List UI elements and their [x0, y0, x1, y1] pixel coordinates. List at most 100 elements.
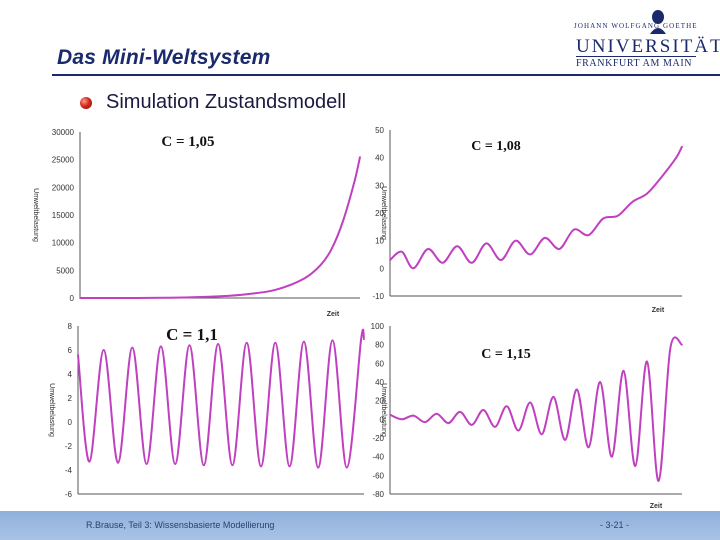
data-point — [447, 422, 450, 424]
data-point — [174, 463, 176, 465]
series-line — [77, 328, 365, 469]
data-point — [617, 215, 619, 217]
data-point — [342, 219, 345, 222]
data-point — [541, 433, 543, 436]
data-point — [359, 156, 361, 158]
chart-c115: 100 80 60 40 20 0 -20 -40 -60 -80 Umweltbelastung Z… — [371, 322, 683, 510]
y-tick-label: 20 — [375, 209, 384, 218]
y-tick-label: -40 — [372, 453, 384, 462]
data-point — [669, 347, 672, 350]
data-point — [529, 253, 531, 256]
data-point — [260, 465, 262, 468]
data-point — [188, 344, 191, 346]
y-tick-label: 80 — [375, 341, 384, 350]
data-point — [274, 342, 277, 344]
data-point — [544, 237, 546, 239]
chart-title: C = 1,15 — [481, 347, 531, 362]
y-tick-label: 15000 — [52, 211, 75, 220]
logo-sub-text: FRANKFURT AM MAIN — [576, 58, 693, 69]
data-point — [471, 262, 473, 264]
data-point — [681, 343, 683, 346]
data-point — [191, 296, 193, 299]
data-point — [427, 248, 429, 250]
logo-main-text: UNIVERSITÄT — [576, 36, 720, 57]
page-number: - 3-21 - — [600, 520, 630, 530]
data-point — [459, 411, 461, 413]
chart-title: C = 1,05 — [161, 134, 214, 150]
y-tick-label: 10 — [375, 237, 384, 246]
data-point — [288, 465, 291, 468]
data-point — [275, 288, 277, 291]
y-axis-label: Umweltbelastung — [380, 186, 387, 240]
y-tick-label: -4 — [65, 466, 73, 475]
data-point — [412, 414, 415, 417]
data-point — [587, 234, 590, 236]
data-point — [424, 421, 426, 423]
data-point — [203, 464, 205, 466]
data-point — [320, 264, 322, 266]
data-point — [219, 295, 221, 298]
data-point — [317, 466, 320, 469]
data-point — [217, 343, 219, 345]
data-point — [500, 259, 502, 261]
y-axis-label: Umweltbelastung — [32, 188, 39, 242]
y-tick-label: 60 — [375, 359, 384, 368]
data-point — [564, 439, 566, 441]
data-point — [482, 409, 485, 411]
data-point — [471, 424, 473, 426]
y-tick-label: 0 — [380, 415, 385, 424]
data-point — [145, 463, 148, 465]
data-point — [622, 370, 625, 372]
data-point — [107, 297, 109, 299]
y-tick-label: -6 — [65, 490, 73, 499]
data-point — [441, 262, 444, 264]
data-point — [117, 462, 119, 464]
series-line — [389, 146, 683, 270]
y-tick-label: 6 — [68, 346, 73, 355]
data-point — [456, 245, 458, 247]
data-point — [247, 293, 249, 295]
data-point — [631, 201, 634, 203]
x-axis-label: Zeit — [650, 503, 663, 510]
data-point — [303, 340, 305, 343]
data-point — [599, 381, 601, 383]
y-tick-label: 40 — [375, 378, 384, 387]
y-axis-label: Umweltbelastung — [48, 383, 55, 437]
data-point — [634, 465, 637, 467]
y-tick-label: 0 — [70, 294, 75, 303]
y-tick-label: -10 — [372, 292, 384, 301]
bullet-text: Simulation Zustandsmodell — [106, 91, 347, 113]
data-point — [412, 267, 415, 270]
y-axis-label: Umweltbelastung — [380, 383, 387, 437]
data-point — [611, 455, 613, 458]
chart-title: C = 1,08 — [471, 139, 521, 154]
data-point — [363, 338, 365, 340]
data-point — [435, 412, 438, 415]
data-point — [303, 277, 305, 280]
bullet-icon — [80, 97, 92, 109]
data-point — [646, 192, 648, 195]
data-point — [163, 297, 165, 299]
data-point — [660, 176, 663, 178]
y-tick-label: 25000 — [52, 156, 75, 165]
data-point — [346, 466, 348, 469]
data-point — [552, 396, 555, 398]
data-point — [160, 345, 162, 348]
y-tick-label: -80 — [372, 490, 384, 499]
x-axis-label: Zeit — [652, 307, 665, 314]
title-divider — [52, 74, 720, 76]
series-line — [79, 156, 361, 299]
goethe-portrait-icon — [650, 10, 666, 34]
data-point — [88, 460, 91, 463]
y-tick-label: 100 — [371, 322, 385, 331]
data-point — [681, 145, 683, 148]
data-point — [331, 247, 333, 249]
data-point — [245, 342, 248, 344]
data-point — [102, 349, 105, 351]
footer-author: R.Brause, Teil 3: Wissensbasierte Modell… — [86, 520, 275, 530]
data-point — [514, 239, 517, 242]
y-tick-label: 4 — [68, 370, 73, 379]
data-point — [506, 405, 508, 408]
chart-title: C = 1,1 — [166, 325, 218, 344]
data-point — [360, 338, 362, 340]
